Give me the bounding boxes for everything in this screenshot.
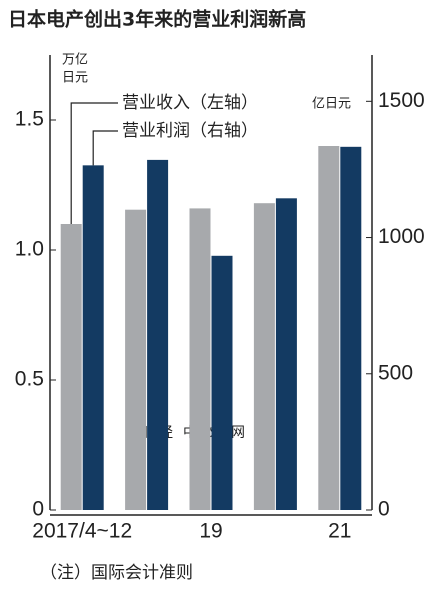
x-tick-label: 19 <box>199 520 222 543</box>
bar <box>125 209 147 510</box>
y-axis-label: 万亿 <box>62 53 88 68</box>
y2-tick-label: 0 <box>378 498 390 521</box>
chart-title: 日本电产创出3年来的营业利润新高 <box>8 8 306 31</box>
bar <box>340 146 362 510</box>
legend-leader <box>92 130 118 166</box>
legend-leader <box>70 102 118 224</box>
y-axis-label: 日元 <box>62 71 88 86</box>
bar <box>189 208 211 510</box>
y-tick-label: 1.0 <box>15 238 44 261</box>
x-tick-label: 21 <box>328 520 351 543</box>
bar <box>147 159 169 510</box>
y2-axis-label: 亿日元 <box>312 97 351 112</box>
bar <box>82 165 104 511</box>
bar <box>318 146 340 510</box>
bar <box>60 224 82 510</box>
bar <box>253 203 275 510</box>
y-tick-label: 0 <box>32 498 44 521</box>
legend-label: 营业收入（左轴） <box>122 93 258 113</box>
y-tick-label: 0.5 <box>15 368 44 391</box>
y2-tick-label: 500 <box>378 361 413 384</box>
bar <box>275 198 297 510</box>
bar <box>211 255 233 510</box>
x-tick-label: 2017/4~12 <box>32 520 132 543</box>
note: （注）国际会计准则 <box>40 563 193 583</box>
y2-tick-label: 1000 <box>378 225 425 248</box>
y-tick-label: 1.5 <box>15 108 44 131</box>
legend-label: 营业利润（右轴） <box>122 121 258 141</box>
y2-tick-label: 1500 <box>378 89 425 112</box>
